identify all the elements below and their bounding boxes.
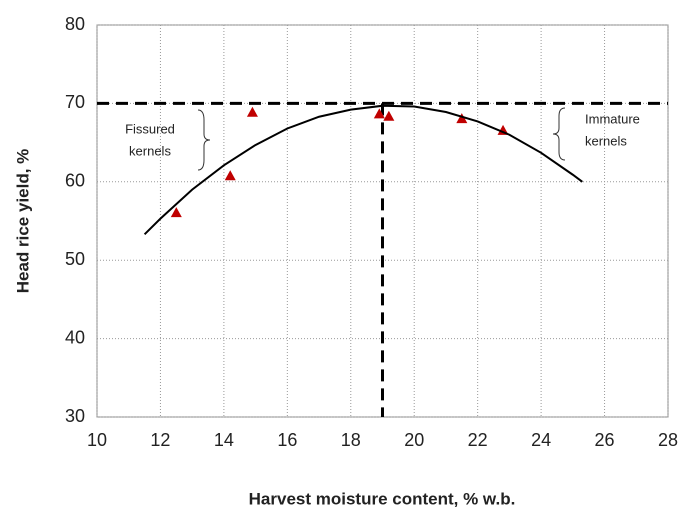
annotation: Fissured: [125, 121, 175, 136]
data-point: [224, 170, 236, 181]
data-point: [373, 108, 385, 119]
x-tick-label: 14: [214, 430, 234, 450]
x-tick-label: 22: [468, 430, 488, 450]
annotation: kernels: [129, 143, 171, 158]
annotation: kernels: [585, 133, 627, 148]
y-tick-label: 50: [65, 249, 85, 269]
data-point: [383, 110, 395, 121]
x-tick-label: 12: [150, 430, 170, 450]
fit-curve: [143, 104, 583, 236]
data-point: [456, 113, 468, 124]
brace: [552, 107, 566, 161]
y-tick-label: 70: [65, 92, 85, 112]
x-tick-label: 18: [341, 430, 361, 450]
y-tick-label: 30: [65, 406, 85, 426]
x-tick-label: 20: [404, 430, 424, 450]
data-point: [246, 106, 258, 117]
y-tick-label: 60: [65, 171, 85, 191]
x-tick-label: 24: [531, 430, 551, 450]
y-axis-label: Head rice yield, %: [13, 149, 32, 294]
data-point: [170, 207, 182, 218]
x-tick-label: 28: [658, 430, 678, 450]
brace: [197, 109, 211, 171]
x-tick-label: 10: [87, 430, 107, 450]
x-axis-label: Harvest moisture content, % w.b.: [249, 489, 516, 508]
y-tick-label: 40: [65, 327, 85, 347]
x-tick-label: 16: [277, 430, 297, 450]
annotation: Immature: [585, 111, 640, 126]
x-tick-label: 26: [595, 430, 615, 450]
y-tick-label: 80: [65, 14, 85, 34]
